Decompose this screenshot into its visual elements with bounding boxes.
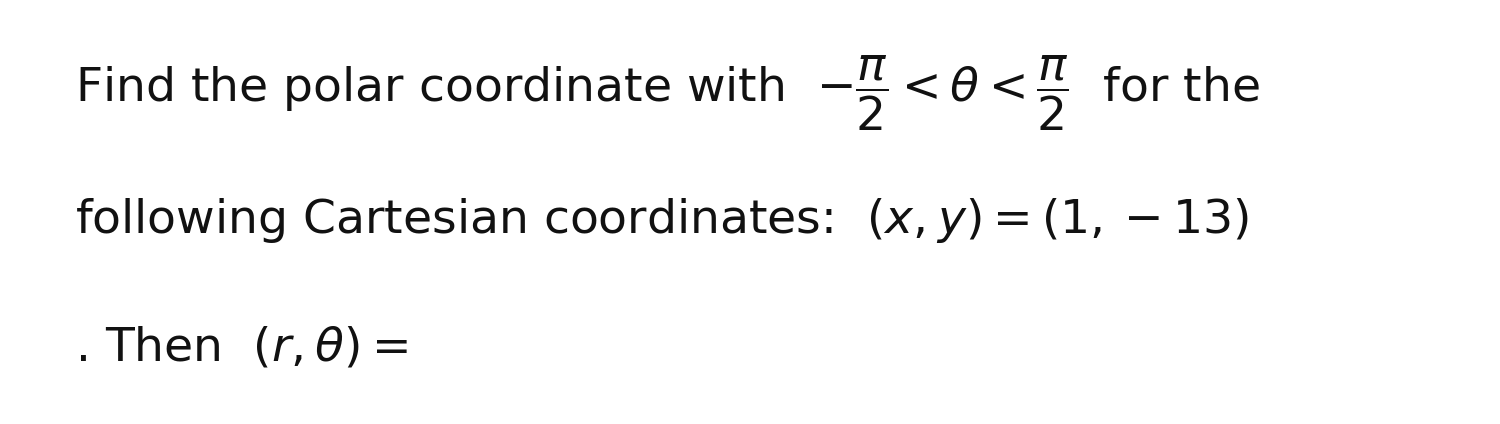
Text: . Then  $(r, \theta) =$: . Then $(r, \theta) =$ xyxy=(75,325,408,370)
Text: following Cartesian coordinates:  $(x, y) = (1, -13)$: following Cartesian coordinates: $(x, y)… xyxy=(75,196,1248,245)
Text: Find the polar coordinate with  $-\dfrac{\pi}{2} < \theta < \dfrac{\pi}{2}$  for: Find the polar coordinate with $-\dfrac{… xyxy=(75,53,1260,133)
